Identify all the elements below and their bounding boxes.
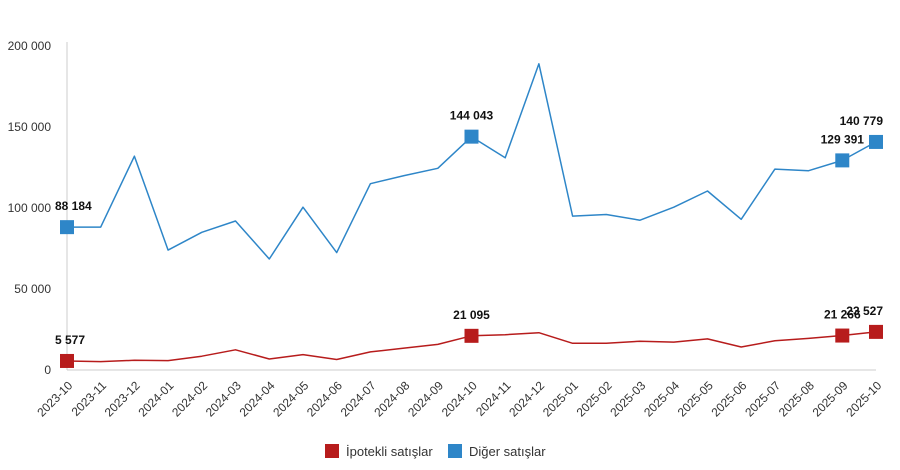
- x-tick-label: 2025-07: [742, 378, 783, 419]
- data-point-marker: [869, 324, 883, 339]
- x-tick-label: 2024-11: [473, 378, 514, 419]
- data-point-marker: [464, 129, 479, 144]
- data-point-marker: [464, 328, 479, 343]
- x-tick-label: 2025-09: [810, 378, 851, 419]
- x-tick-label: 2025-04: [641, 378, 682, 419]
- data-point-marker: [835, 153, 850, 168]
- legend-label-ipotekli: İpotekli satışlar: [346, 444, 433, 459]
- x-tick-label: 2024-06: [304, 378, 345, 419]
- legend-swatch-diger: [448, 444, 462, 458]
- data-label: 129 391: [821, 132, 865, 146]
- diger-series-line: [67, 63, 877, 260]
- x-tick-label: 2025-10: [843, 378, 884, 419]
- x-tick-label: 2024-04: [237, 378, 278, 419]
- data-point-marker: [835, 328, 850, 343]
- data-point-marker: [60, 353, 74, 368]
- y-tick-label: 100 000: [8, 201, 52, 215]
- x-tick-label: 2023-12: [102, 378, 143, 419]
- x-tick-label: 2025-01: [540, 378, 581, 419]
- x-tick-label: 2023-11: [69, 378, 110, 419]
- y-tick-label: 200 000: [8, 39, 52, 53]
- x-tick-label: 2024-07: [338, 378, 379, 419]
- x-tick-label: 2025-08: [776, 378, 817, 419]
- x-tick-label: 2024-09: [405, 378, 446, 419]
- y-tick-label: 150 000: [8, 120, 52, 134]
- legend: İpotekli satışlar Diğer satışlar: [325, 444, 546, 459]
- x-tick-label: 2024-01: [135, 378, 176, 419]
- data-label: 23 527: [846, 304, 883, 318]
- x-tick-label: 2025-02: [574, 378, 615, 419]
- x-tick-label: 2025-03: [607, 378, 648, 419]
- x-tick-label: 2025-05: [675, 378, 716, 419]
- data-label: 21 095: [453, 308, 490, 322]
- x-tick-label: 2024-02: [169, 378, 210, 419]
- x-tick-label: 2024-08: [371, 378, 412, 419]
- x-tick-label: 2024-05: [270, 378, 311, 419]
- legend-label-diger: Diğer satışlar: [469, 444, 546, 459]
- data-label: 140 779: [840, 114, 884, 128]
- x-tick-label: 2023-10: [34, 378, 75, 419]
- y-tick-label: 50 000: [14, 282, 51, 296]
- x-tick-label: 2024-12: [506, 378, 547, 419]
- data-label: 21 266: [824, 308, 861, 322]
- data-markers: [60, 129, 883, 368]
- data-point-marker: [60, 220, 74, 235]
- y-tick-label: 0: [44, 363, 51, 377]
- legend-swatch-ipotekli: [325, 444, 339, 458]
- data-label: 144 043: [450, 109, 494, 123]
- data-label: 5 577: [55, 333, 85, 347]
- data-label: 88 184: [55, 199, 92, 213]
- x-tick-label: 2024-03: [203, 378, 244, 419]
- x-tick-label: 2025-06: [708, 378, 749, 419]
- x-tick-label: 2024-10: [439, 378, 480, 419]
- data-point-marker: [869, 134, 883, 149]
